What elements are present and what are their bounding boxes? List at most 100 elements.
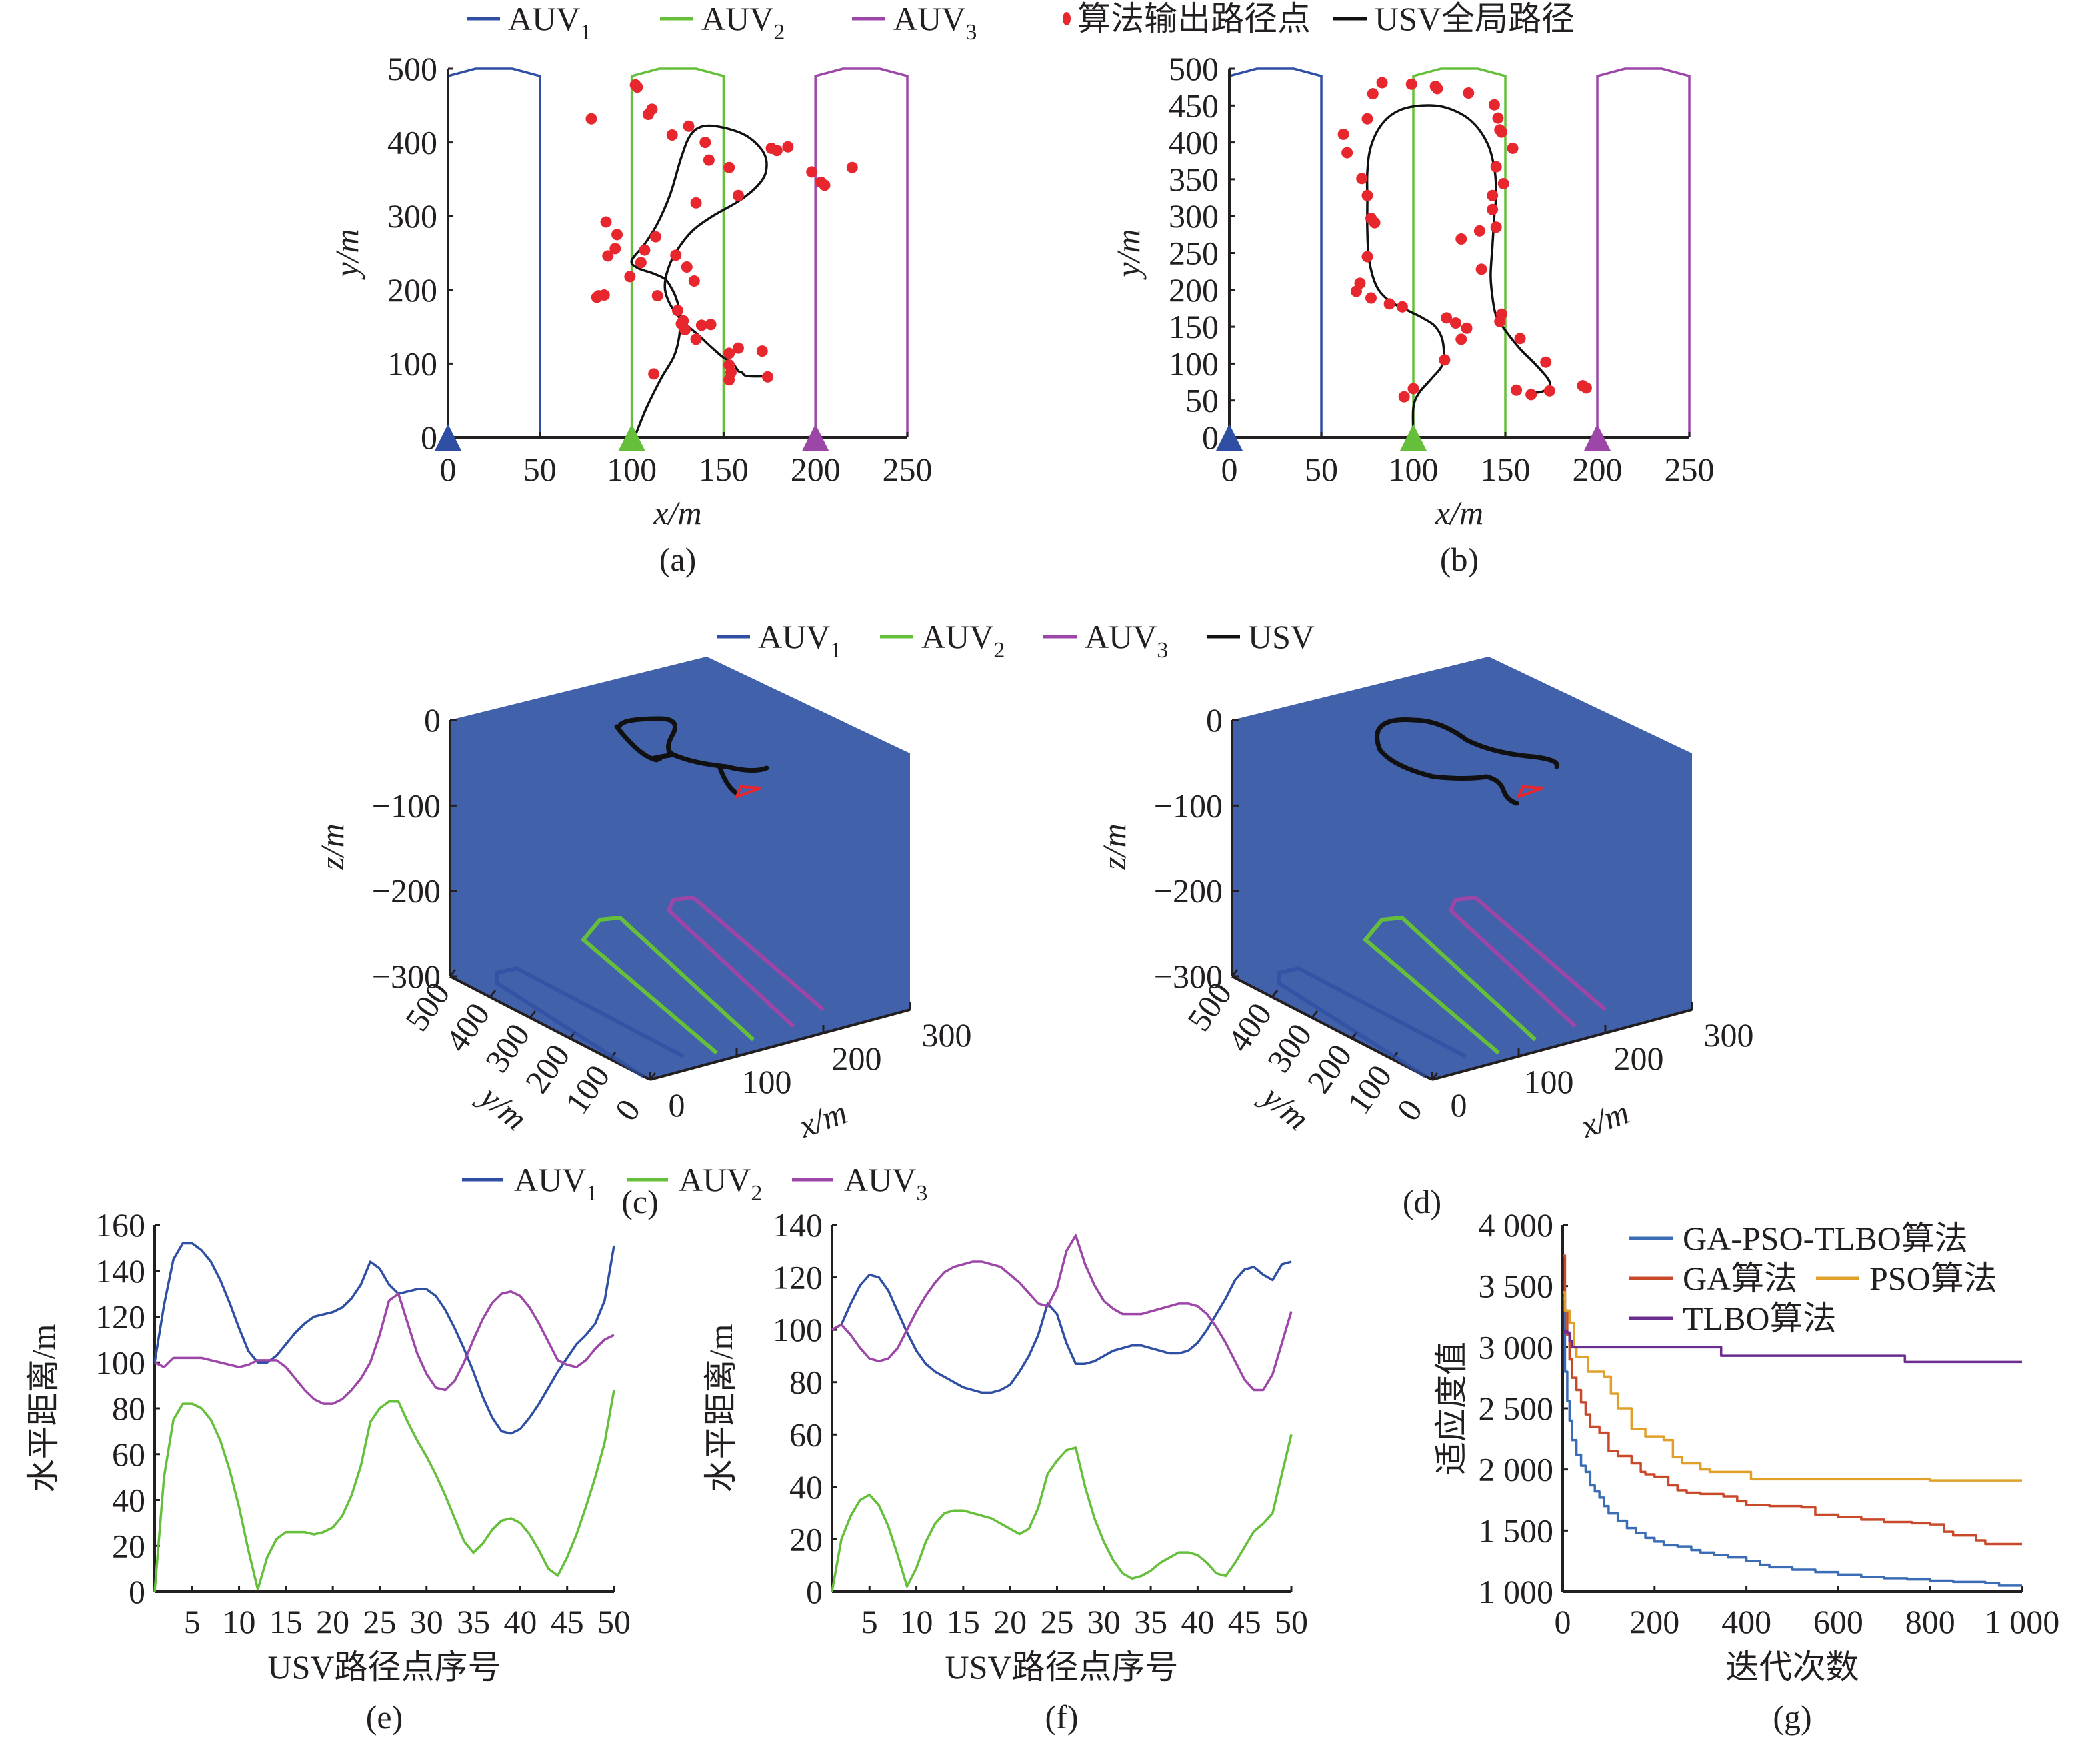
path-point [1441, 312, 1453, 324]
auv-path-1 [447, 67, 541, 437]
x-tick-label: 30 [1087, 1603, 1121, 1640]
y-tick-label: 0 [129, 1573, 145, 1610]
path-point [723, 161, 735, 173]
path-point [1449, 317, 1461, 329]
path-point [681, 261, 693, 273]
x-tick-label: 250 [883, 451, 933, 488]
legend-label: USV全局路径 [1375, 0, 1575, 37]
x-tick-label: 15 [269, 1603, 303, 1640]
path-point [1507, 142, 1519, 154]
x-tick-label: 10 [900, 1603, 933, 1640]
path-point [1407, 383, 1419, 395]
legend-label-subscript: 1 [586, 1181, 597, 1206]
path-point [683, 120, 695, 132]
path-point [1487, 189, 1499, 201]
x-tick-label: 250 [1665, 451, 1715, 488]
path-point [672, 305, 683, 317]
series-line-auv1 [831, 1260, 1292, 1394]
auv-start-marker-1 [1216, 424, 1243, 451]
x-tick-label: 35 [457, 1603, 490, 1640]
y-tick-label: 80 [112, 1390, 145, 1427]
x-tick-label: 0 [1555, 1603, 1571, 1640]
y-tick-label: 50 [1185, 382, 1219, 419]
usv-surface-path [614, 716, 769, 796]
panel-caption: (f) [1045, 1698, 1079, 1736]
legend-label-subscript: 3 [965, 20, 977, 45]
x-tick-label: 20 [316, 1603, 349, 1640]
y-tick-label: 450 [1169, 87, 1219, 124]
auv-path-2 [630, 67, 725, 437]
y-tick-label: 400 [387, 124, 437, 161]
path-point [806, 166, 818, 178]
y-tick-label: 300 [1169, 197, 1219, 235]
y-tick [1311, 1010, 1319, 1018]
path-point [732, 342, 744, 354]
legend-label-text: USV [1248, 618, 1315, 655]
path-point [1398, 391, 1410, 403]
path-point [642, 109, 654, 121]
path-point [782, 141, 794, 153]
y-tick-label: 60 [789, 1416, 823, 1453]
x-tick-label: 300 [922, 1016, 972, 1054]
path-point [703, 154, 715, 166]
y-tick-label: 2 000 [1479, 1451, 1554, 1488]
path-point [756, 345, 768, 357]
y-axis-label: y/m [1253, 1076, 1316, 1138]
legend-item-auv1: AUV1 [717, 618, 841, 663]
path-point [666, 129, 678, 141]
auv-start-marker-1 [435, 424, 461, 451]
path-point [1337, 128, 1349, 140]
series-line-ga [1563, 1254, 2022, 1546]
auv-path-3 [814, 67, 909, 437]
y-tick-label: 300 [387, 197, 437, 235]
x-axis-label: x/m [1435, 494, 1483, 531]
x-tick-label: 40 [1181, 1603, 1214, 1640]
x-tick-label: 0 [1221, 451, 1238, 488]
path-point [690, 333, 702, 345]
panel-caption: (d) [1403, 1183, 1441, 1220]
path-point [1475, 263, 1487, 275]
legend-item-pso: PSO算法 [1816, 1260, 1997, 1297]
x-tick-label: 200 [1614, 1040, 1664, 1077]
legend-distance: AUV1 AUV2 AUV3 [462, 1161, 927, 1206]
x-tick-label: 45 [551, 1603, 584, 1640]
legend-item-auv2: AUV2 [627, 1161, 762, 1206]
legend-top: AUV1 AUV2 AUV3 算法输出路径点 USV全局路径 [467, 0, 1575, 45]
path-point [1376, 77, 1388, 89]
x-tick-label: 400 [1721, 1603, 1771, 1640]
x-tick-label: 100 [1524, 1063, 1574, 1100]
y-axis-label: y/m [328, 229, 365, 280]
series-line-auv1 [153, 1242, 615, 1435]
path-point [1383, 298, 1395, 310]
y-axis-label: 水平距离/m [702, 1324, 739, 1493]
y-tick-label: 40 [789, 1468, 823, 1506]
series-line-auv2 [831, 1434, 1293, 1592]
legend-label-text: AUV [921, 618, 993, 655]
series-line-auv3 [154, 1290, 615, 1405]
y-tick-label: 350 [1169, 161, 1219, 198]
path-point [1439, 354, 1451, 366]
auv-floor-path-1 [1277, 966, 1467, 1078]
y-tick-label: 140 [95, 1252, 145, 1290]
path-point [1361, 113, 1373, 125]
x-tick-label: 100 [1389, 451, 1439, 488]
legend-label-subscript: 2 [993, 638, 1005, 663]
x-tick-label: 50 [597, 1603, 631, 1640]
x-tick-label: 50 [1275, 1603, 1308, 1640]
y-tick-label: 250 [1169, 235, 1219, 272]
x-tick-label: 50 [1305, 451, 1338, 488]
legend-label-subscript: 1 [830, 638, 841, 663]
path-point [1487, 203, 1499, 215]
y-tick-label: 100 [95, 1344, 145, 1381]
panel-caption: (a) [659, 541, 697, 578]
legend-item-auv3: AUV3 [792, 1161, 927, 1206]
y-tick-label: 0 [607, 1092, 647, 1128]
y-tick-label: 400 [1169, 124, 1219, 161]
y-tick [1271, 990, 1279, 998]
x-axis-label: x/m [653, 494, 701, 531]
x-tick-label: 150 [1481, 451, 1531, 488]
